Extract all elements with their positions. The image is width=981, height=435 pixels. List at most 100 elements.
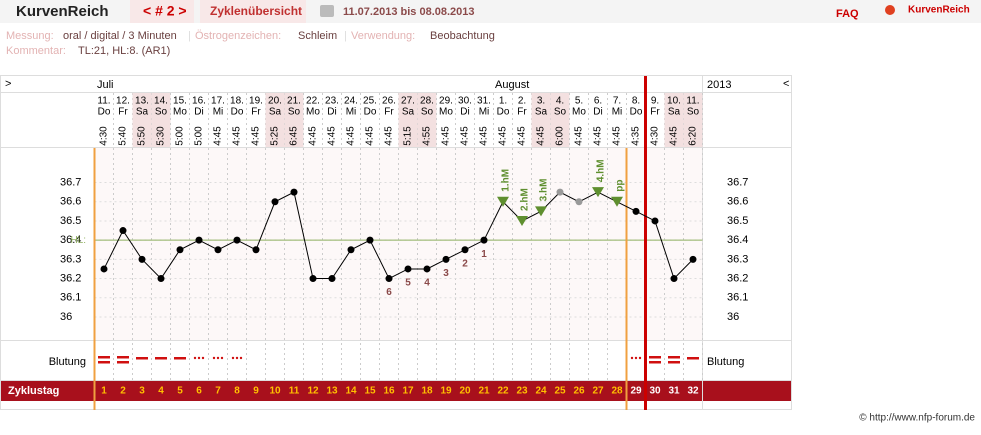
cycle-day: 17 xyxy=(402,386,414,397)
bleeding xyxy=(174,357,186,360)
weekday: Do xyxy=(231,107,244,118)
point xyxy=(670,275,678,283)
bleed-dot xyxy=(201,356,205,360)
bleed-dot xyxy=(630,356,634,360)
point xyxy=(592,187,604,198)
weekend xyxy=(151,93,171,147)
weekday: Mi xyxy=(346,107,357,118)
time: 5:00 xyxy=(194,126,205,146)
date: 24. xyxy=(344,96,358,107)
date: 11. xyxy=(686,96,699,107)
high-label: 2.hM xyxy=(520,188,531,211)
bleed-dot xyxy=(216,356,220,360)
date: 28. xyxy=(420,96,434,107)
brand[interactable]: KurvenReich xyxy=(16,3,109,20)
bleeding xyxy=(687,357,699,360)
y-tick-label: 36.4 xyxy=(60,234,81,246)
weekday: So xyxy=(288,107,301,118)
value: oral / digital / 3 Minuten xyxy=(63,30,177,42)
bleed-dash xyxy=(117,356,129,359)
date: 22. xyxy=(306,96,320,107)
month: August xyxy=(495,79,529,91)
time: 5:15 xyxy=(403,126,414,146)
low-label: 2 xyxy=(462,258,468,269)
date: 23. xyxy=(325,96,339,107)
time: 4:45 xyxy=(498,126,509,146)
bleed-dash xyxy=(98,361,110,364)
point xyxy=(535,206,547,217)
date: 20. xyxy=(268,96,282,107)
point xyxy=(119,227,127,235)
bleed-dash xyxy=(649,356,661,359)
cycle-nav[interactable]: < # 2 > xyxy=(143,3,187,19)
date: 3. xyxy=(537,96,545,107)
weekday: Fr xyxy=(384,107,394,118)
weekday: Mo xyxy=(439,107,453,118)
bleeding xyxy=(668,356,680,364)
date: 6. xyxy=(594,96,602,107)
date: 19. xyxy=(249,96,263,107)
weekday: Mi xyxy=(213,107,224,118)
cycle-day: 28 xyxy=(611,386,623,397)
print-icon[interactable] xyxy=(320,5,334,17)
cycle-day: 9 xyxy=(253,386,259,397)
label: Messung: xyxy=(6,30,54,42)
cycle-day: 19 xyxy=(440,386,452,397)
weekend xyxy=(398,93,418,147)
date: 15. xyxy=(173,96,187,107)
point xyxy=(385,275,393,283)
date: 21. xyxy=(287,96,301,107)
weekday: Di xyxy=(460,107,469,118)
bleeding xyxy=(117,356,129,364)
faq[interactable]: FAQ xyxy=(836,8,859,20)
time: 5:50 xyxy=(137,126,148,146)
y-tick-label: 36.2 xyxy=(60,272,81,284)
bleed-dot xyxy=(235,356,239,360)
weekend xyxy=(417,93,437,147)
weekday: Mi xyxy=(612,107,623,118)
bleeding xyxy=(649,356,661,364)
cycle-day: 4 xyxy=(158,386,164,397)
bleed-dot xyxy=(220,356,224,360)
date: 2. xyxy=(518,96,526,107)
label: Verwendung: xyxy=(351,30,415,42)
y-tick-label: 36.5 xyxy=(727,215,748,227)
point xyxy=(442,255,450,263)
weekend xyxy=(265,93,285,147)
bleeding xyxy=(231,356,243,360)
weekday: So xyxy=(687,107,700,118)
date: 13. xyxy=(135,96,149,107)
cycle-day: 14 xyxy=(345,386,357,397)
low-label: 4 xyxy=(424,278,430,289)
date: 8. xyxy=(632,96,640,107)
y-tick-label: 36 xyxy=(60,311,72,323)
time: 4:45 xyxy=(669,126,680,146)
weekday: Mo xyxy=(306,107,320,118)
weekday: Di xyxy=(593,107,602,118)
bleed-dash xyxy=(117,361,129,364)
high-label: 1.hM xyxy=(501,169,512,192)
time: 4:55 xyxy=(422,126,433,146)
bleed-dot xyxy=(231,356,235,360)
tab[interactable]: Zyklenübersicht xyxy=(210,4,302,18)
weekend xyxy=(664,93,684,147)
date: 11. xyxy=(97,96,110,107)
time: 4:45 xyxy=(517,126,528,146)
time: 4:45 xyxy=(346,126,357,146)
y-tick-label: 36.7 xyxy=(60,176,81,188)
bleed-dash xyxy=(687,357,699,360)
high-label: pp xyxy=(615,180,626,192)
point xyxy=(271,198,279,206)
time: 5:40 xyxy=(118,126,129,146)
time: 4:45 xyxy=(384,126,395,146)
cycle-day: 32 xyxy=(687,386,699,397)
bleed-dash xyxy=(98,356,110,359)
cycle-day: 26 xyxy=(573,386,585,397)
date: 9. xyxy=(651,96,659,107)
bleeding xyxy=(193,356,205,360)
y-tick-label: 36.2 xyxy=(727,272,748,284)
time: 4:45 xyxy=(365,126,376,146)
weekday: Do xyxy=(364,107,377,118)
